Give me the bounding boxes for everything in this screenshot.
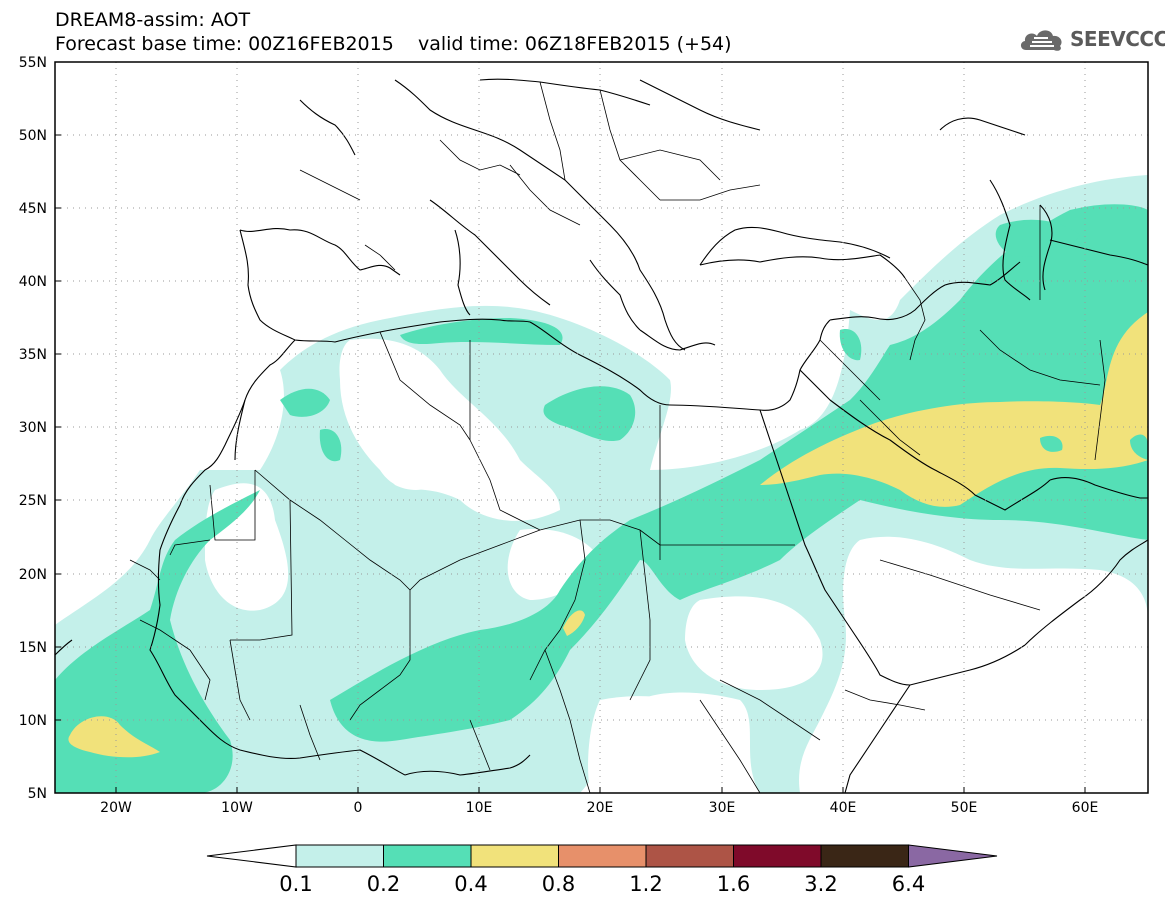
longitude-labels: 20W 10W 0 10E 20E 30E 40E 50E 60E (100, 800, 1098, 816)
lat-tick-label: 20N (19, 567, 47, 583)
country-borders (129, 81, 1106, 793)
lon-tick-label: 10E (466, 800, 493, 816)
colorbar-label: 1.2 (629, 872, 662, 896)
colorbar-cell (383, 844, 472, 868)
gridlines (55, 62, 1148, 793)
aot-level-0-2-patches (1040, 434, 1148, 460)
latitude-labels: 55N 50N 45N 40N 35N 30N 25N 20N 15N 10N … (19, 55, 47, 802)
lon-tick-label: 50E (951, 800, 978, 816)
lon-tick-label: 10W (221, 800, 253, 816)
lon-tick-label: 40E (830, 800, 857, 816)
lat-tick-label: 15N (19, 640, 47, 656)
colorbar-label: 1.6 (717, 872, 750, 896)
lat-tick-label: 55N (19, 55, 47, 71)
lat-tick-label: 30N (19, 420, 47, 436)
lon-tick-label: 20E (587, 800, 614, 816)
lat-tick-label: 45N (19, 201, 47, 217)
colorbar-cell (820, 844, 909, 868)
colorbar-cell (295, 844, 384, 868)
tick-marks (55, 61, 1086, 793)
lon-tick-label: 0 (354, 800, 363, 816)
seevccc-logo: SEEVCCC (1018, 24, 1165, 54)
colorbar-cell (908, 844, 998, 868)
colorbar-labels: 0.1 0.2 0.4 0.8 1.2 1.6 3.2 6.4 (279, 872, 925, 896)
lon-tick-label: 20W (100, 800, 132, 816)
colorbar-label: 3.2 (804, 872, 837, 896)
colorbar-label: 0.1 (279, 872, 312, 896)
colorbar-label: 0.8 (542, 872, 575, 896)
colorbar-cell (645, 844, 734, 868)
cloud-logo-icon (1020, 30, 1062, 51)
aot-shading (55, 175, 1148, 793)
lon-tick-label: 60E (1072, 800, 1099, 816)
colorbar-cell (558, 844, 647, 868)
colorbar (206, 844, 998, 868)
lat-tick-label: 40N (19, 274, 47, 290)
logo-text: SEEVCCC (1070, 27, 1165, 51)
colorbar-cell (206, 844, 297, 868)
colorbar-cell (733, 844, 822, 868)
lat-tick-label: 10N (19, 713, 47, 729)
colorbar-label: 0.2 (367, 872, 400, 896)
forecast-time-label: Forecast base time: 00Z16FEB2015 valid t… (55, 33, 732, 55)
lon-tick-label: 30E (709, 800, 736, 816)
lat-tick-label: 50N (19, 128, 47, 144)
colorbar-cell (470, 844, 559, 868)
lat-tick-label: 25N (19, 493, 47, 509)
chart-title: DREAM8-assim: AOT (55, 9, 251, 31)
colorbar-label: 0.4 (454, 872, 487, 896)
lat-tick-label: 35N (19, 347, 47, 363)
aot-clear-areas (205, 338, 1148, 793)
lat-tick-label: 5N (28, 786, 47, 802)
colorbar-label: 6.4 (892, 872, 925, 896)
aot-level-0-4 (68, 312, 1148, 758)
